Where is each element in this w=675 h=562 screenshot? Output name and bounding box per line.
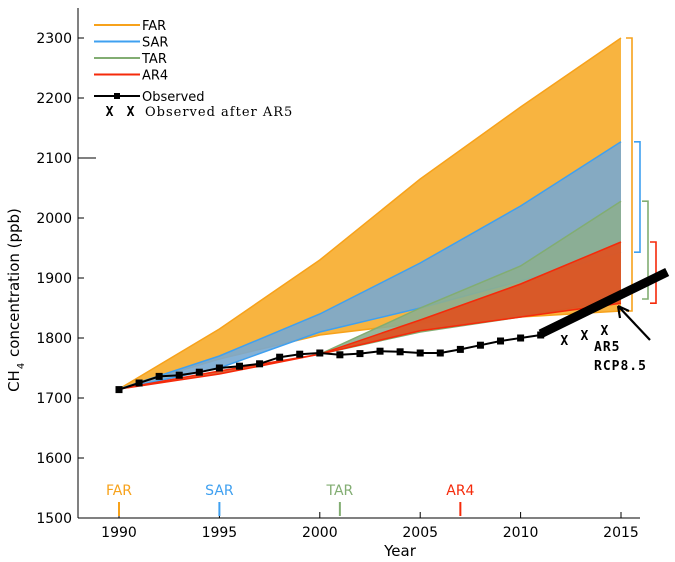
observed-point xyxy=(115,386,123,394)
observed-point xyxy=(276,353,284,361)
band-upper-tar xyxy=(319,200,622,355)
observed-point xyxy=(476,341,484,349)
y-tick-label: 1900 xyxy=(36,271,72,287)
x-tick-label: 2000 xyxy=(302,525,338,541)
legend-x-marker: X xyxy=(106,105,115,120)
observed-point xyxy=(537,331,545,339)
y-axis-label-rest: concentration (ppb) xyxy=(5,208,23,362)
report-marker-label: SAR xyxy=(205,483,234,499)
range-bracket-ar4 xyxy=(650,241,657,304)
x-tick-label: 2005 xyxy=(402,525,438,541)
rcp85-label: RCP8.5 xyxy=(594,359,647,374)
y-tick-label: 2300 xyxy=(36,31,72,47)
legend-label-far: FAR xyxy=(142,19,166,34)
observed-point xyxy=(336,351,344,359)
x-tick-label: 2010 xyxy=(503,525,539,541)
range-bracket-far xyxy=(626,37,633,312)
observed-point xyxy=(155,372,163,380)
observed-point xyxy=(235,362,243,370)
legend-label-observed: Observed xyxy=(142,90,205,105)
legend-label-observed-after-ar5: Observed after AR5 xyxy=(145,105,293,120)
legend-x-marker: X xyxy=(127,105,136,120)
legend-marker-observed xyxy=(114,93,120,99)
observed-point xyxy=(195,368,203,376)
x-tick-label: 2015 xyxy=(603,525,639,541)
band-upper-sar xyxy=(118,141,622,390)
range-bracket-sar xyxy=(634,141,641,253)
y-axis-label-sub: 4 xyxy=(16,363,27,369)
band-ar4 xyxy=(119,242,621,389)
y-tick-label: 2100 xyxy=(36,151,72,167)
y-tick-label: 2000 xyxy=(36,211,72,227)
observed-point xyxy=(497,337,505,345)
report-marker-label: AR4 xyxy=(446,483,474,499)
observed-line xyxy=(118,334,541,391)
observed-point xyxy=(296,350,304,358)
observed-after-ar5-marker: X xyxy=(580,329,589,344)
y-tick-label: 1700 xyxy=(36,391,72,407)
observed-point xyxy=(215,364,223,372)
y-axis-label: CH4 concentration (ppb) xyxy=(5,208,27,392)
report-marker-label: TAR xyxy=(325,483,353,499)
y-tick-label: 1800 xyxy=(36,331,72,347)
y-tick-label: 1500 xyxy=(36,511,72,527)
band-lower-ar4 xyxy=(118,302,622,390)
y-tick-label: 1600 xyxy=(36,451,72,467)
observed-after-ar5-marker: X xyxy=(560,334,569,349)
observed-after-ar5-marker: X xyxy=(601,324,610,339)
observed-point xyxy=(376,347,384,355)
observed-point xyxy=(135,379,143,387)
y-axis-label-ch: CH xyxy=(5,370,23,392)
observed-point xyxy=(256,360,264,368)
x-tick-label: 1995 xyxy=(202,525,238,541)
legend-label-sar: SAR xyxy=(142,36,168,51)
observed-point xyxy=(416,349,424,357)
x-tick-label: 1990 xyxy=(101,525,137,541)
observed-point xyxy=(396,348,404,356)
observed-point xyxy=(316,349,324,357)
y-tick-label: 2200 xyxy=(36,91,72,107)
ar5-label: AR5 xyxy=(594,340,620,355)
ar5-arrow-icon xyxy=(616,304,651,341)
observed-point xyxy=(356,350,364,358)
ar5-rcp85-line xyxy=(538,267,670,338)
range-bracket-tar xyxy=(642,200,649,300)
band-upper-far xyxy=(118,37,622,390)
x-axis-label: Year xyxy=(383,542,417,560)
observed-point xyxy=(517,334,525,342)
report-marker-label: FAR xyxy=(106,483,132,499)
observed-point xyxy=(436,349,444,357)
observed-point xyxy=(456,345,464,353)
legend-label-tar: TAR xyxy=(141,52,167,67)
observed-point xyxy=(175,371,183,379)
legend-label-ar4: AR4 xyxy=(142,69,168,84)
